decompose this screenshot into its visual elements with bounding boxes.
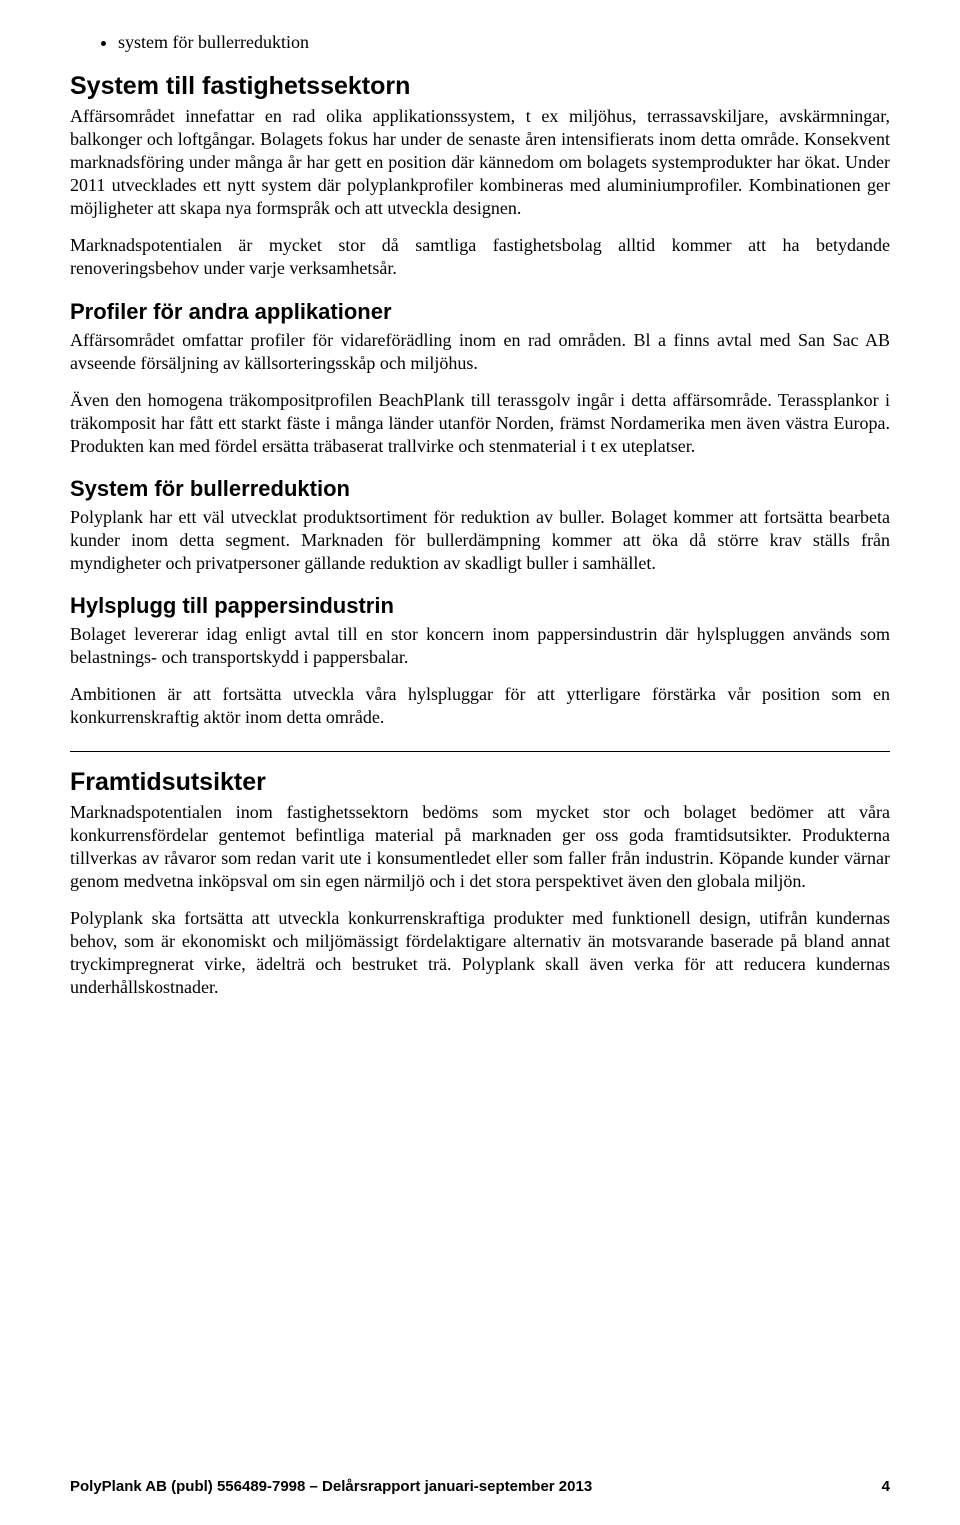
paragraph: Ambitionen är att fortsätta utveckla vår… (70, 683, 890, 729)
paragraph: Affärsområdet innefattar en rad olika ap… (70, 105, 890, 220)
heading-buller: System för bullerreduktion (70, 476, 890, 502)
horizontal-rule (70, 751, 890, 752)
heading-hylsplugg: Hylsplugg till pappersindustrin (70, 593, 890, 619)
paragraph: Polyplank ska fortsätta att utveckla kon… (70, 907, 890, 999)
paragraph: Marknadspotentialen inom fastighetssekto… (70, 801, 890, 893)
heading-profiler: Profiler för andra applikationer (70, 299, 890, 325)
heading-system-fastighet: System till fastighetssektorn (70, 72, 890, 101)
page-footer: PolyPlank AB (publ) 556489-7998 – Delårs… (70, 1478, 890, 1495)
paragraph: Marknadspotentialen är mycket stor då sa… (70, 234, 890, 280)
paragraph: Bolaget levererar idag enligt avtal till… (70, 623, 890, 669)
bullet-item: system för bullerreduktion (118, 30, 890, 54)
page-number: 4 (882, 1478, 890, 1495)
heading-framtid: Framtidsutsikter (70, 768, 890, 797)
paragraph: Affärsområdet omfattar profiler för vida… (70, 329, 890, 375)
footer-text: PolyPlank AB (publ) 556489-7998 – Delårs… (70, 1478, 592, 1495)
bullet-list: system för bullerreduktion (70, 30, 890, 54)
paragraph: Polyplank har ett väl utvecklat produkts… (70, 506, 890, 575)
document-page: system för bullerreduktion System till f… (0, 0, 960, 1525)
paragraph: Även den homogena träkompositprofilen Be… (70, 389, 890, 458)
